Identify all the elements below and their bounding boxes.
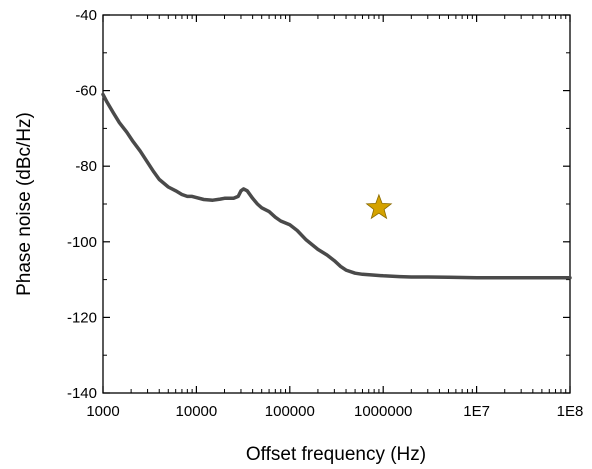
y-axis-title: Phase noise (dBc/Hz) bbox=[14, 112, 35, 296]
y-tick-label: -80 bbox=[75, 158, 97, 175]
ticks-layer bbox=[102, 14, 571, 394]
x-tick-label: 1000000 bbox=[354, 403, 412, 420]
y-tick-label: -60 bbox=[75, 83, 97, 100]
plot-frame bbox=[102, 14, 571, 394]
tick-labels-layer: 1000 10000 100000 1000000 1E7 1E8 -140 -120 -100… bbox=[67, 7, 583, 420]
x-tick-label: 10000 bbox=[176, 403, 218, 420]
x-tick-label: 1E7 bbox=[463, 403, 490, 420]
y-tick-label: -140 bbox=[67, 385, 97, 402]
series-layer bbox=[101, 92, 572, 280]
x-tick-label: 100000 bbox=[265, 403, 315, 420]
x-tick-label: 1E8 bbox=[557, 403, 584, 420]
x-tick-label: 1000 bbox=[86, 403, 119, 420]
star-marker-point bbox=[365, 193, 393, 220]
x-axis-title: Offset frequency (Hz) bbox=[246, 444, 426, 465]
y-tick-label: -100 bbox=[67, 234, 97, 251]
phase-noise-series-line bbox=[101, 92, 572, 280]
y-tick-label: -40 bbox=[75, 7, 97, 24]
y-tick-label: -120 bbox=[67, 309, 97, 326]
